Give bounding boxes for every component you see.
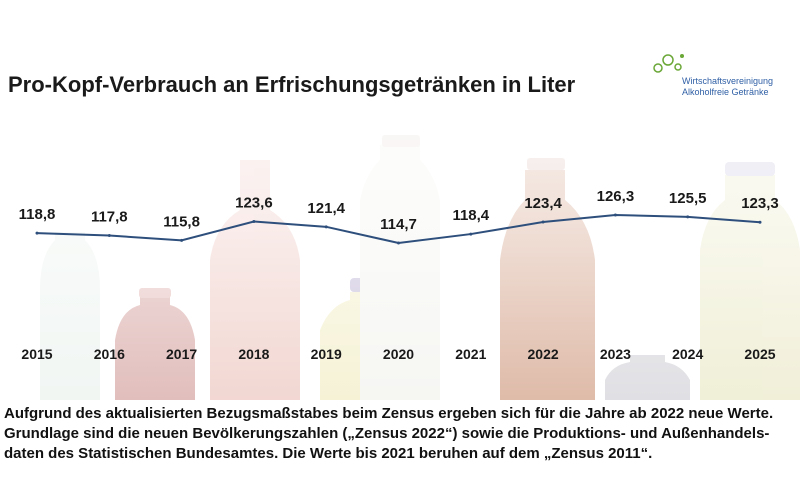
data-point [252, 220, 256, 224]
data-point [397, 241, 400, 245]
x-tick-label: 2019 [311, 346, 342, 362]
data-point [541, 220, 545, 224]
x-tick-label: 2025 [744, 346, 775, 362]
data-label: 126,3 [597, 188, 635, 205]
x-tick-label: 2018 [238, 346, 269, 362]
x-tick-label: 2016 [94, 346, 125, 362]
chart-title: Pro-Kopf-Verbrauch an Erfrischungsgeträn… [8, 72, 576, 97]
x-tick-label: 2017 [166, 346, 197, 362]
bubbles-icon [653, 54, 684, 73]
logo-line-1: Wirtschaftsvereinigung [682, 76, 774, 86]
data-point [686, 215, 690, 219]
data-point [324, 225, 328, 229]
x-tick-label: 2015 [21, 346, 52, 362]
logo-line-2: Alkoholfreie Getränke [682, 87, 769, 97]
data-label: 123,6 [235, 195, 273, 212]
x-tick-label: 2021 [455, 346, 486, 362]
data-label: 123,4 [524, 195, 562, 212]
data-point [613, 213, 617, 217]
data-label: 123,3 [741, 195, 779, 212]
line-chart: 118,8 2015 117,8 2016 115,8 2017 123,6 2018 121,… [19, 188, 779, 362]
data-label: 121,4 [307, 200, 345, 217]
x-tick-label: 2023 [600, 346, 631, 362]
data-label: 118,8 [19, 206, 56, 223]
data-label: 115,8 [163, 213, 200, 230]
x-tick-label: 2022 [528, 346, 559, 362]
data-label: 125,5 [669, 190, 707, 207]
x-tick-label: 2024 [672, 346, 703, 362]
data-label: 114,7 [380, 216, 417, 233]
wafg-logo: Wirtschaftsvereinigung Alkoholfreie Getr… [630, 52, 795, 112]
footnote-line-1: Aufgrund des aktualisierten Bezugsmaßsta… [4, 405, 774, 422]
x-tick-label: 2020 [383, 346, 414, 362]
data-point [180, 238, 184, 242]
data-point [107, 234, 111, 238]
data-point [758, 220, 762, 224]
data-label: 117,8 [91, 209, 128, 226]
footnote-line-2: Grundlage sind die neuen Bevölkerungszah… [4, 425, 770, 442]
data-point [35, 231, 39, 235]
footer-panel [0, 402, 800, 500]
footnote-line-3: daten des Statistischen Bundesamtes. Die… [4, 445, 653, 462]
data-point [469, 232, 473, 236]
footnote: Aufgrund des aktualisierten Bezugsmaßsta… [4, 404, 796, 464]
data-label: 118,4 [452, 207, 489, 224]
